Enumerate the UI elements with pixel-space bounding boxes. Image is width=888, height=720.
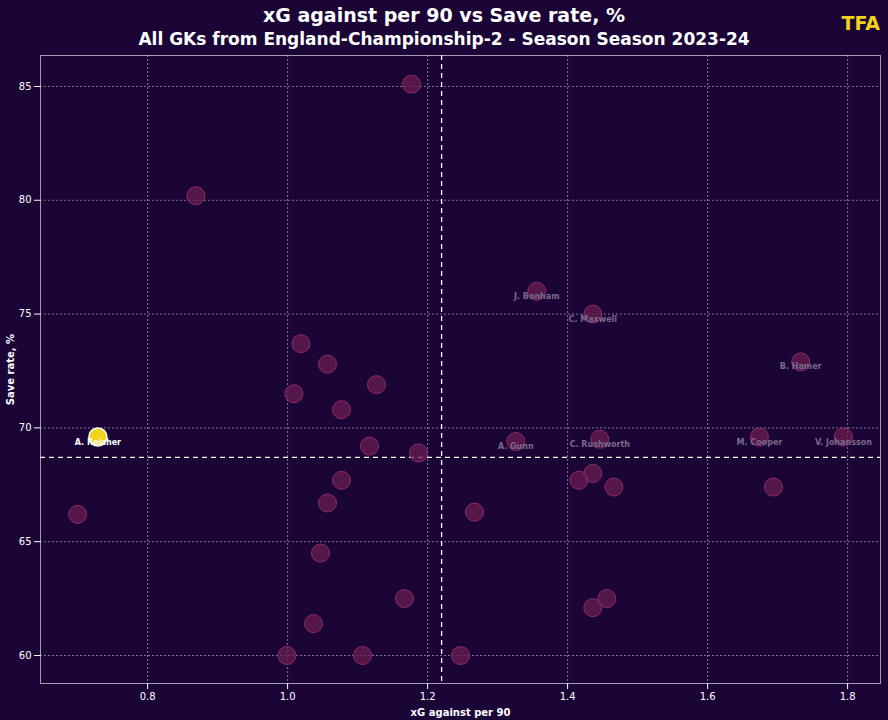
svg-text:J. Bonham: J. Bonham (513, 292, 560, 301)
svg-text:1.2: 1.2 (420, 691, 436, 702)
svg-text:C. Rushworth: C. Rushworth (570, 440, 631, 449)
svg-text:75: 75 (19, 308, 32, 319)
svg-text:1.6: 1.6 (700, 691, 716, 702)
svg-text:B. Hamer: B. Hamer (780, 362, 822, 371)
svg-text:1.0: 1.0 (280, 691, 296, 702)
svg-text:70: 70 (19, 422, 32, 433)
svg-text:xG against per 90: xG against per 90 (411, 707, 511, 718)
svg-text:V. Johansson: V. Johansson (815, 438, 872, 447)
svg-text:C. Maxwell: C. Maxwell (569, 315, 618, 324)
html-text:TFA: TFA (841, 12, 880, 34)
svg-text:85: 85 (19, 81, 32, 92)
html-text:xG against per 90 vs Save rate: xG against per 90 vs Save rate, % (263, 4, 625, 26)
svg-text:65: 65 (19, 536, 32, 547)
html-text:All GKs from England-Champions: All GKs from England-Championship-2 - Se… (138, 29, 750, 49)
svg-text:1.4: 1.4 (560, 691, 576, 702)
svg-text:A. Reicher: A. Reicher (75, 438, 121, 447)
svg-text:M. Cooper: M. Cooper (737, 438, 783, 447)
svg-text:0.8: 0.8 (140, 691, 156, 702)
svg-text:60: 60 (19, 650, 32, 661)
svg-text:80: 80 (19, 194, 32, 205)
svg-text:A. Gunn: A. Gunn (498, 442, 534, 451)
svg-text:Save rate, %: Save rate, % (5, 334, 16, 405)
svg-text:1.8: 1.8 (840, 691, 856, 702)
